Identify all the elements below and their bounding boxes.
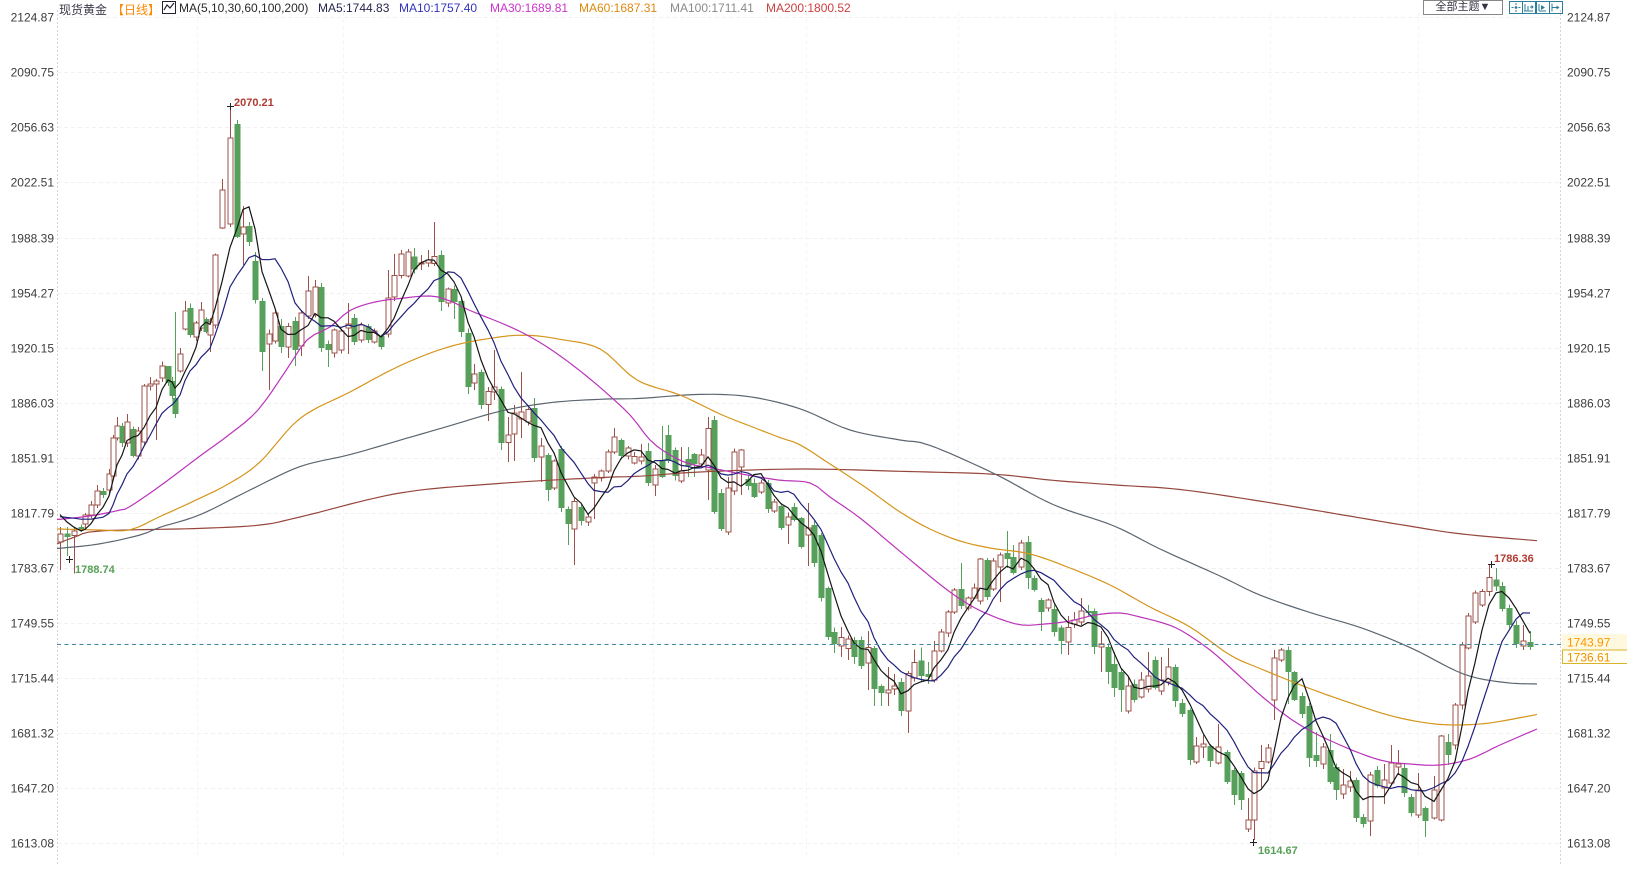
svg-text:2022.51: 2022.51 <box>11 176 55 190</box>
svg-text:1614.67: 1614.67 <box>1258 845 1298 857</box>
svg-text:1749.55: 1749.55 <box>1567 617 1611 631</box>
svg-text:2090.75: 2090.75 <box>1567 66 1611 80</box>
svg-text:1681.32: 1681.32 <box>1567 727 1611 741</box>
svg-text:1954.27: 1954.27 <box>11 287 55 301</box>
svg-text:1783.67: 1783.67 <box>11 562 55 576</box>
svg-text:1851.91: 1851.91 <box>1567 452 1611 466</box>
svg-text:1715.44: 1715.44 <box>1567 672 1611 686</box>
svg-text:1736.61: 1736.61 <box>1567 651 1611 665</box>
svg-text:1786.36: 1786.36 <box>1494 553 1534 565</box>
svg-text:1886.03: 1886.03 <box>11 397 55 411</box>
svg-text:1783.67: 1783.67 <box>1567 562 1611 576</box>
svg-text:1715.44: 1715.44 <box>11 672 55 686</box>
svg-text:2070.21: 2070.21 <box>234 97 274 109</box>
svg-text:1920.15: 1920.15 <box>11 342 55 356</box>
svg-text:2022.51: 2022.51 <box>1567 176 1611 190</box>
svg-text:1817.79: 1817.79 <box>1567 507 1611 521</box>
svg-text:1647.20: 1647.20 <box>11 782 55 796</box>
svg-text:1647.20: 1647.20 <box>1567 782 1611 796</box>
svg-text:1954.27: 1954.27 <box>1567 287 1611 301</box>
svg-text:1788.74: 1788.74 <box>75 564 116 576</box>
svg-text:1817.79: 1817.79 <box>11 507 55 521</box>
svg-text:1920.15: 1920.15 <box>1567 342 1611 356</box>
svg-text:1988.39: 1988.39 <box>1567 232 1611 246</box>
svg-text:1613.08: 1613.08 <box>1567 837 1611 851</box>
svg-text:1749.55: 1749.55 <box>11 617 55 631</box>
svg-text:1851.91: 1851.91 <box>11 452 55 466</box>
svg-text:2124.87: 2124.87 <box>11 11 55 25</box>
svg-text:1743.97: 1743.97 <box>1567 636 1611 650</box>
svg-text:1681.32: 1681.32 <box>11 727 55 741</box>
svg-text:1886.03: 1886.03 <box>1567 397 1611 411</box>
svg-text:2124.87: 2124.87 <box>1567 11 1611 25</box>
svg-text:2056.63: 2056.63 <box>1567 121 1611 135</box>
svg-text:2056.63: 2056.63 <box>11 121 55 135</box>
svg-text:1613.08: 1613.08 <box>11 837 55 851</box>
svg-text:2090.75: 2090.75 <box>11 66 55 80</box>
svg-text:1988.39: 1988.39 <box>11 232 55 246</box>
